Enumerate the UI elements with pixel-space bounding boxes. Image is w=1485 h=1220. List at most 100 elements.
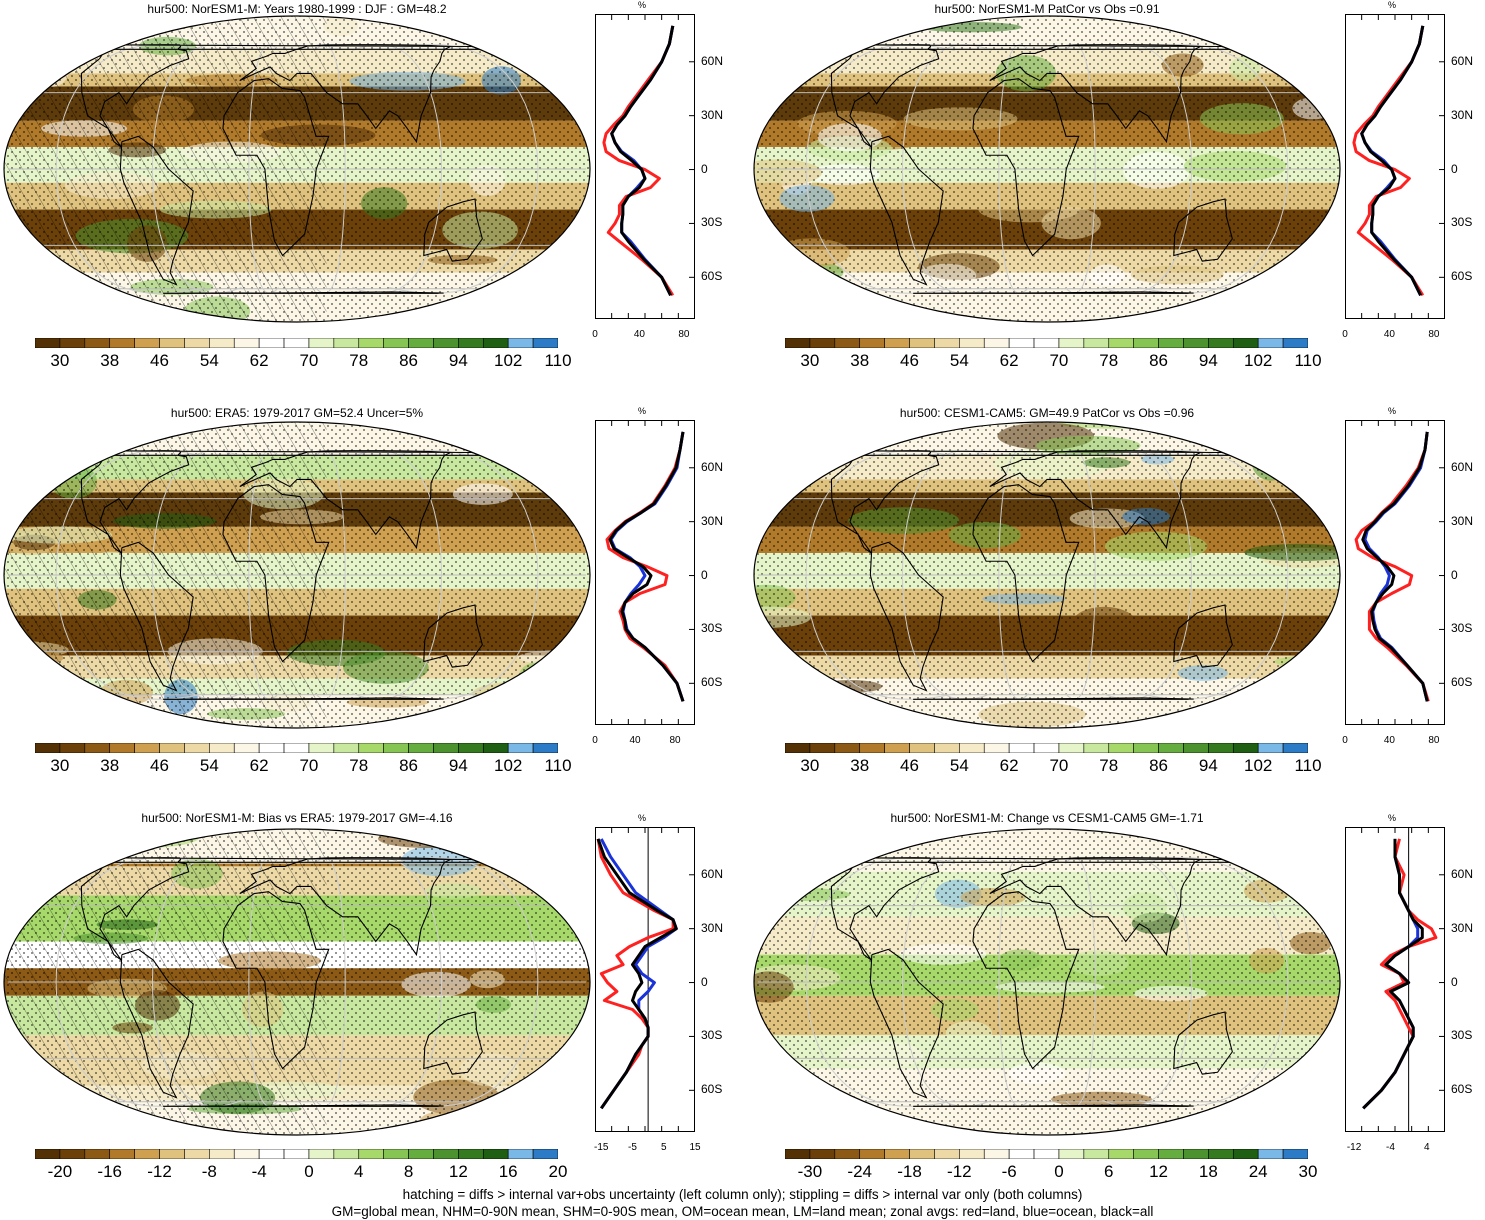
colorbar-tick-label: 70 [1049, 351, 1069, 370]
coastline [830, 44, 1235, 148]
colorbar-tick-label: 16 [498, 1162, 518, 1181]
colorbar-swatch [1108, 338, 1134, 348]
colorbar-tick-label: -8 [201, 1162, 217, 1181]
coastline [913, 697, 1194, 700]
colorbar-swatch [909, 338, 935, 348]
colorbar-tick-label: 102 [1244, 756, 1273, 775]
colorbar-tick-label: 110 [544, 756, 572, 775]
coastline [119, 541, 194, 692]
colorbar-swatch [109, 743, 135, 753]
colorbar-swatch [1208, 1149, 1234, 1159]
colorbar-tick-label: 102 [494, 756, 523, 775]
coastline [972, 891, 1080, 1070]
world-map [3, 421, 591, 729]
map-title: hur500: ERA5: 1979-2017 GM=52.4 Uncer=5% [170, 406, 424, 420]
zonal-profile [1345, 827, 1445, 1132]
colorbar-swatch [184, 338, 210, 348]
colorbar-tick-label: -30 [797, 1162, 823, 1181]
colorbar-swatch [1183, 743, 1209, 753]
colorbar-swatch [433, 743, 459, 753]
colorbar-tick-label: -12 [947, 1162, 972, 1181]
colorbar-swatch [507, 1149, 534, 1159]
colorbar-tick-label: -16 [97, 1162, 122, 1181]
lat-tick-label: 30N [701, 107, 724, 122]
zonal-x-tick-label: 5 [660, 1142, 667, 1153]
colorbar-swatch [859, 338, 885, 348]
colorbar-swatch [134, 743, 160, 753]
colorbar-swatch [532, 338, 558, 348]
map-border [3, 15, 591, 323]
colorbar-swatch [1282, 743, 1308, 753]
lat-tick-label: 30S [701, 1028, 723, 1043]
coastline [423, 1011, 483, 1075]
colorbar-tick-label: 70 [1049, 756, 1069, 775]
coastline [80, 44, 485, 148]
colorbar-swatch [134, 338, 160, 348]
colorbar-tick-label: -20 [47, 1162, 73, 1181]
colorbar-swatch [59, 743, 86, 753]
field-blob [493, 281, 560, 317]
colorbar-swatch [458, 743, 484, 753]
coastline [423, 604, 483, 668]
field-blob [1299, 1059, 1340, 1071]
colorbar-swatch [983, 338, 1010, 348]
colorbar-swatch [532, 1149, 558, 1159]
colorbar-swatch [84, 338, 111, 348]
zonal-line-all [1361, 431, 1429, 702]
field-blob [754, 829, 832, 845]
lat-tick-label: 60N [701, 53, 724, 68]
colorbar-swatch [1183, 338, 1209, 348]
lat-tick-label: 60S [1451, 1082, 1473, 1097]
field-blob [558, 1109, 590, 1135]
coastline [1173, 604, 1233, 668]
coastline [222, 484, 330, 663]
zonal-x-tick-label: 0 [1342, 329, 1348, 340]
colorbar-tick-label: 38 [100, 756, 120, 775]
colorbar-tick-label: 86 [399, 756, 419, 775]
colorbar-tick-label: 46 [900, 351, 919, 370]
colorbar-swatch [35, 743, 61, 753]
colorbar-swatch [1257, 338, 1284, 348]
colorbar-swatch [233, 338, 260, 348]
colorbar-swatch [233, 1149, 260, 1159]
colorbar-tick-label: 62 [999, 756, 1019, 775]
colorbar-swatch [909, 743, 935, 753]
colorbar-tick-label: 54 [199, 756, 219, 775]
zonal-x-tick-label: -12 [1346, 1142, 1362, 1153]
lat-tick-label: 60N [1451, 53, 1474, 68]
coastline [869, 541, 944, 692]
colorbar-swatch [859, 1149, 885, 1159]
colorbar-swatch [184, 743, 210, 753]
colorbar-tick-label: -12 [147, 1162, 172, 1181]
world-map [3, 15, 591, 323]
colorbar-swatch [1133, 1149, 1159, 1159]
colorbar-swatch [358, 743, 384, 753]
zonal-unit: % [637, 0, 647, 10]
colorbar-swatch [1008, 338, 1035, 348]
colorbar-swatch [333, 743, 360, 753]
coastline [830, 857, 1235, 961]
colorbar-swatch [834, 743, 861, 753]
colorbar-swatch [84, 1149, 111, 1159]
colorbar-swatch [283, 338, 310, 348]
coastline [119, 948, 194, 1099]
zonal-profile [595, 827, 695, 1132]
colorbar-tick-label: 86 [399, 351, 419, 370]
colorbar-swatch [834, 1149, 861, 1159]
lat-tick-label: 60N [701, 866, 724, 881]
colorbar-swatch [959, 743, 985, 753]
map-border [3, 828, 591, 1136]
colorbar-swatch [482, 1149, 509, 1159]
zonal-x-tick-label: 80 [1428, 329, 1440, 340]
map-title: hur500: NorESM1-M: Bias vs ERA5: 1979-20… [141, 811, 453, 825]
colorbar-tick-label: 46 [150, 351, 169, 370]
coastline [80, 857, 485, 961]
colorbar-swatch [35, 338, 61, 348]
colorbar-swatch [1282, 338, 1308, 348]
colorbar-tick-label: 78 [349, 756, 369, 775]
colorbar-swatch [482, 743, 509, 753]
lat-tick-label: 60N [1451, 459, 1474, 474]
colorbar-tick-label: 0 [1054, 1162, 1064, 1181]
zonal-x-tick-label: -5 [628, 1142, 637, 1153]
colorbar-tick-label: 110 [1294, 756, 1322, 775]
